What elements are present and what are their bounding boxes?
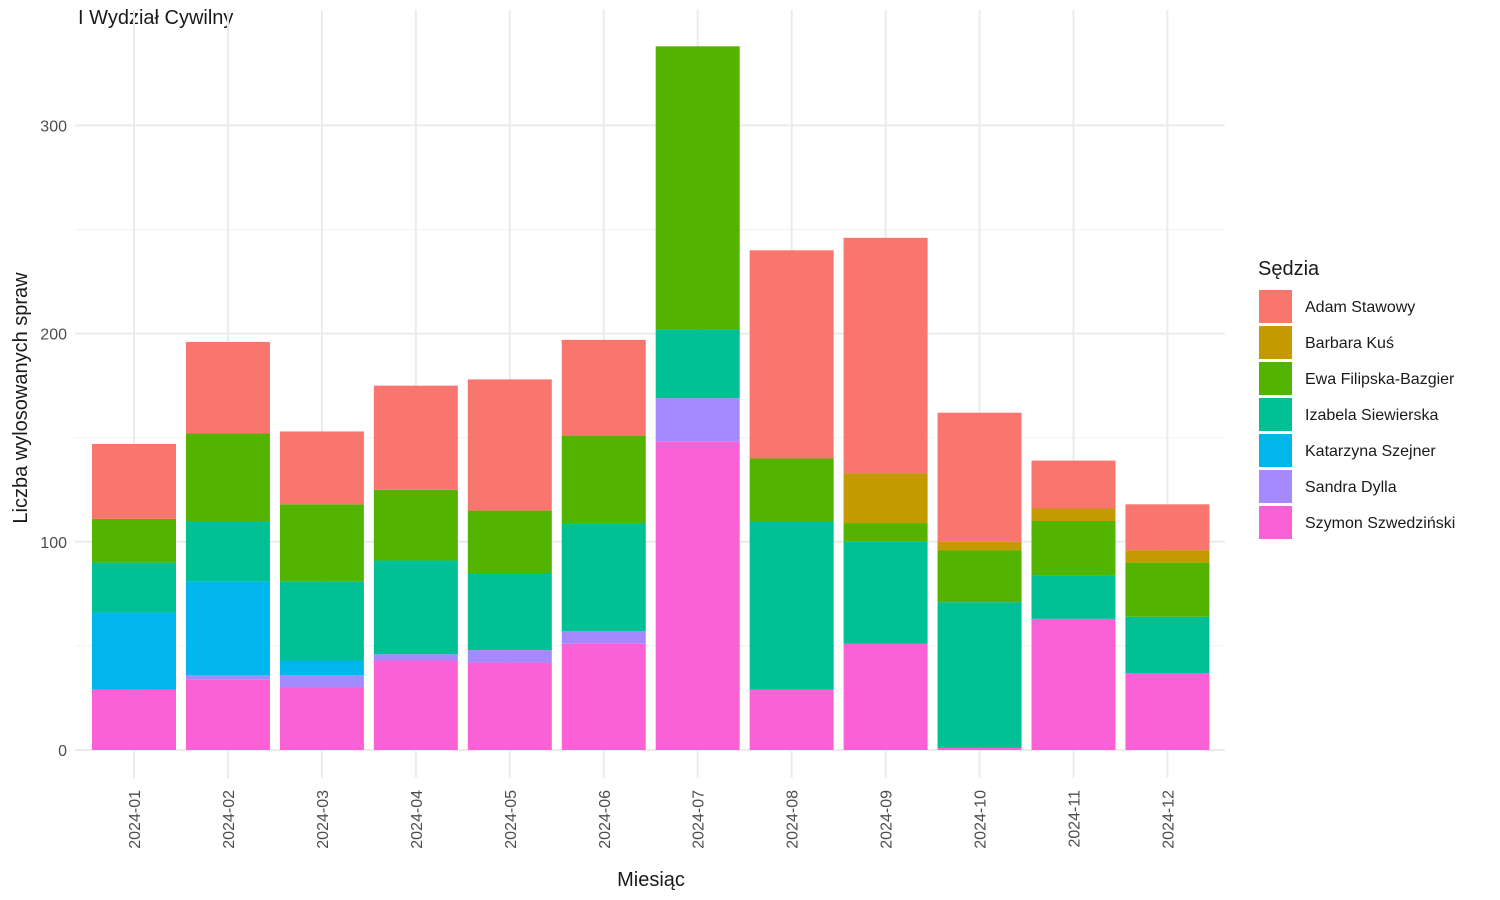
bar-segment xyxy=(1125,550,1210,563)
bar-segment xyxy=(1031,460,1116,509)
legend-label: Katarzyna Szejner xyxy=(1305,443,1436,460)
bar-segment xyxy=(843,643,928,750)
bar-segment xyxy=(937,602,1022,748)
bar-segment xyxy=(467,379,552,511)
bar-segment xyxy=(1125,616,1210,673)
y-axis-ticks: 0 100 200 300 xyxy=(40,118,67,760)
x-tick-label: 2024-04 xyxy=(409,790,426,849)
bar-segment xyxy=(749,520,834,690)
legend-key xyxy=(1259,470,1292,503)
bar-segment xyxy=(655,398,740,442)
bar-segment xyxy=(1125,504,1210,551)
legend-label: Szymon Szwedziński xyxy=(1305,515,1455,532)
bar-segment xyxy=(843,473,928,524)
bar-segment xyxy=(843,523,928,542)
bar-segment xyxy=(655,441,740,750)
bar-segment xyxy=(561,339,646,436)
bar-segment xyxy=(467,650,552,663)
bar-segment xyxy=(279,660,364,676)
bar-segment xyxy=(92,518,176,563)
y-tick-label: 0 xyxy=(58,743,67,760)
bar-segment xyxy=(373,385,458,490)
x-tick-label: 2024-09 xyxy=(879,790,896,849)
legend-label: Izabela Siewierska xyxy=(1305,407,1439,424)
bars xyxy=(92,46,1210,750)
bar-segment xyxy=(279,431,364,505)
x-tick-label: 2024-06 xyxy=(597,790,614,849)
legend-label: Sandra Dylla xyxy=(1305,479,1397,496)
bar-segment xyxy=(185,433,270,521)
bar-segment xyxy=(749,250,834,459)
x-tick-label: 2024-05 xyxy=(503,790,520,849)
legend-key xyxy=(1259,506,1292,539)
bar-segment xyxy=(373,489,458,561)
bar-segment xyxy=(843,541,928,644)
legend-key xyxy=(1259,362,1292,395)
legend-key xyxy=(1259,398,1292,431)
x-tick-label: 2024-11 xyxy=(1067,790,1084,848)
bar-segment xyxy=(185,675,270,680)
bar-segment xyxy=(185,341,270,434)
bar-segment xyxy=(1031,508,1116,521)
x-tick-label: 2024-03 xyxy=(315,790,332,849)
bar-segment xyxy=(561,523,646,632)
y-tick-label: 200 xyxy=(40,327,67,344)
bar-segment xyxy=(937,747,1022,750)
y-tick-label: 100 xyxy=(40,535,67,552)
bar-segment xyxy=(185,520,270,582)
legend-label: Adam Stawowy xyxy=(1305,299,1415,316)
bar-segment xyxy=(561,631,646,644)
bar-segment xyxy=(1125,562,1210,617)
bar-segment xyxy=(92,612,176,690)
bar-segment xyxy=(279,581,364,661)
x-tick-label: 2024-01 xyxy=(127,790,144,849)
bar-segment xyxy=(937,550,1022,603)
x-tick-label: 2024-12 xyxy=(1160,790,1177,849)
legend-title: Sędzia xyxy=(1258,258,1320,280)
bar-segment xyxy=(467,662,552,750)
bar-segment xyxy=(1125,672,1210,750)
bar-segment xyxy=(279,675,364,688)
legend-label: Ewa Filipska-Bazgier xyxy=(1305,371,1455,388)
bar-segment xyxy=(373,660,458,750)
legend-key xyxy=(1259,434,1292,467)
bar-segment xyxy=(655,46,740,330)
bar-segment xyxy=(1031,520,1116,576)
x-tick-label: 2024-07 xyxy=(691,790,708,849)
bar-segment xyxy=(843,237,928,474)
bar-segment xyxy=(561,643,646,750)
bar-segment xyxy=(373,654,458,661)
bar-segment xyxy=(749,689,834,750)
bar-segment xyxy=(185,679,270,750)
x-tick-label: 2024-08 xyxy=(785,790,802,849)
bar-segment xyxy=(749,458,834,521)
legend-key xyxy=(1259,326,1292,359)
y-axis-title: Liczba wylosowanych spraw xyxy=(10,272,32,524)
bar-segment xyxy=(467,573,552,651)
chart-title: I Wydział Cywilny xyxy=(78,7,234,29)
bar-segment xyxy=(279,687,364,750)
bar-segment xyxy=(655,329,740,399)
x-tick-label: 2024-02 xyxy=(221,790,238,849)
x-tick-label: 2024-10 xyxy=(973,790,990,849)
bar-segment xyxy=(937,541,1022,551)
bar-segment xyxy=(279,504,364,582)
bar-segment xyxy=(92,689,176,750)
bar-segment xyxy=(1031,575,1116,619)
legend-label: Barbara Kuś xyxy=(1305,335,1394,352)
legend: Sędzia Adam Stawowy Barbara Kuś Ewa Filips… xyxy=(1258,258,1455,539)
bar-segment xyxy=(561,435,646,524)
bar-segment xyxy=(92,443,176,519)
x-axis-ticks: 2024-01 2024-02 2024-03 2024-04 2024-05 2024-… xyxy=(127,790,1177,849)
bar-segment xyxy=(937,412,1022,542)
bar-segment xyxy=(373,560,458,655)
bar-segment xyxy=(1031,618,1116,750)
y-tick-label: 300 xyxy=(40,118,67,135)
legend-key xyxy=(1259,290,1292,323)
x-axis-title: Miesiąc xyxy=(617,869,685,891)
bar-segment xyxy=(185,581,270,676)
bar-segment xyxy=(92,562,176,613)
bar-segment xyxy=(467,510,552,574)
